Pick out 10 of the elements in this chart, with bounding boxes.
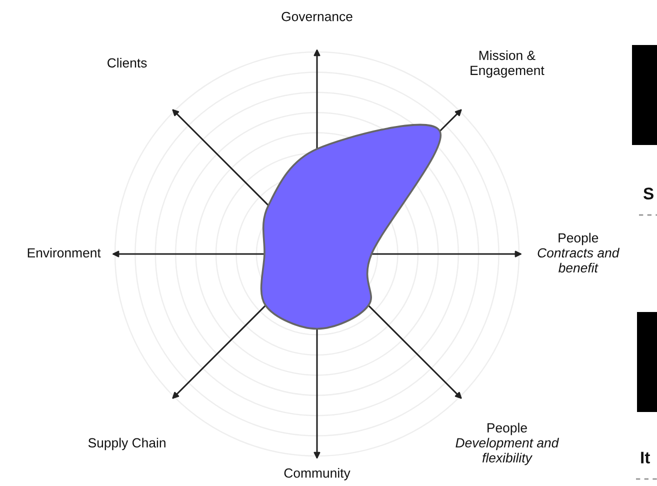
spoke-label: Environment [28,248,101,258]
spoke-label: Supply Chain [88,438,166,450]
spoke-label: Community [284,468,350,480]
spoke-label: Mission & Engagement [470,50,544,78]
spoke-label: People Development and flexibility [456,422,560,466]
spoke-label: Clients [108,58,147,68]
text: S [643,188,654,200]
spoke-label: People Contracts and benefit [538,232,620,273]
spoke-label: Governance [282,12,352,22]
text: It [641,452,650,464]
